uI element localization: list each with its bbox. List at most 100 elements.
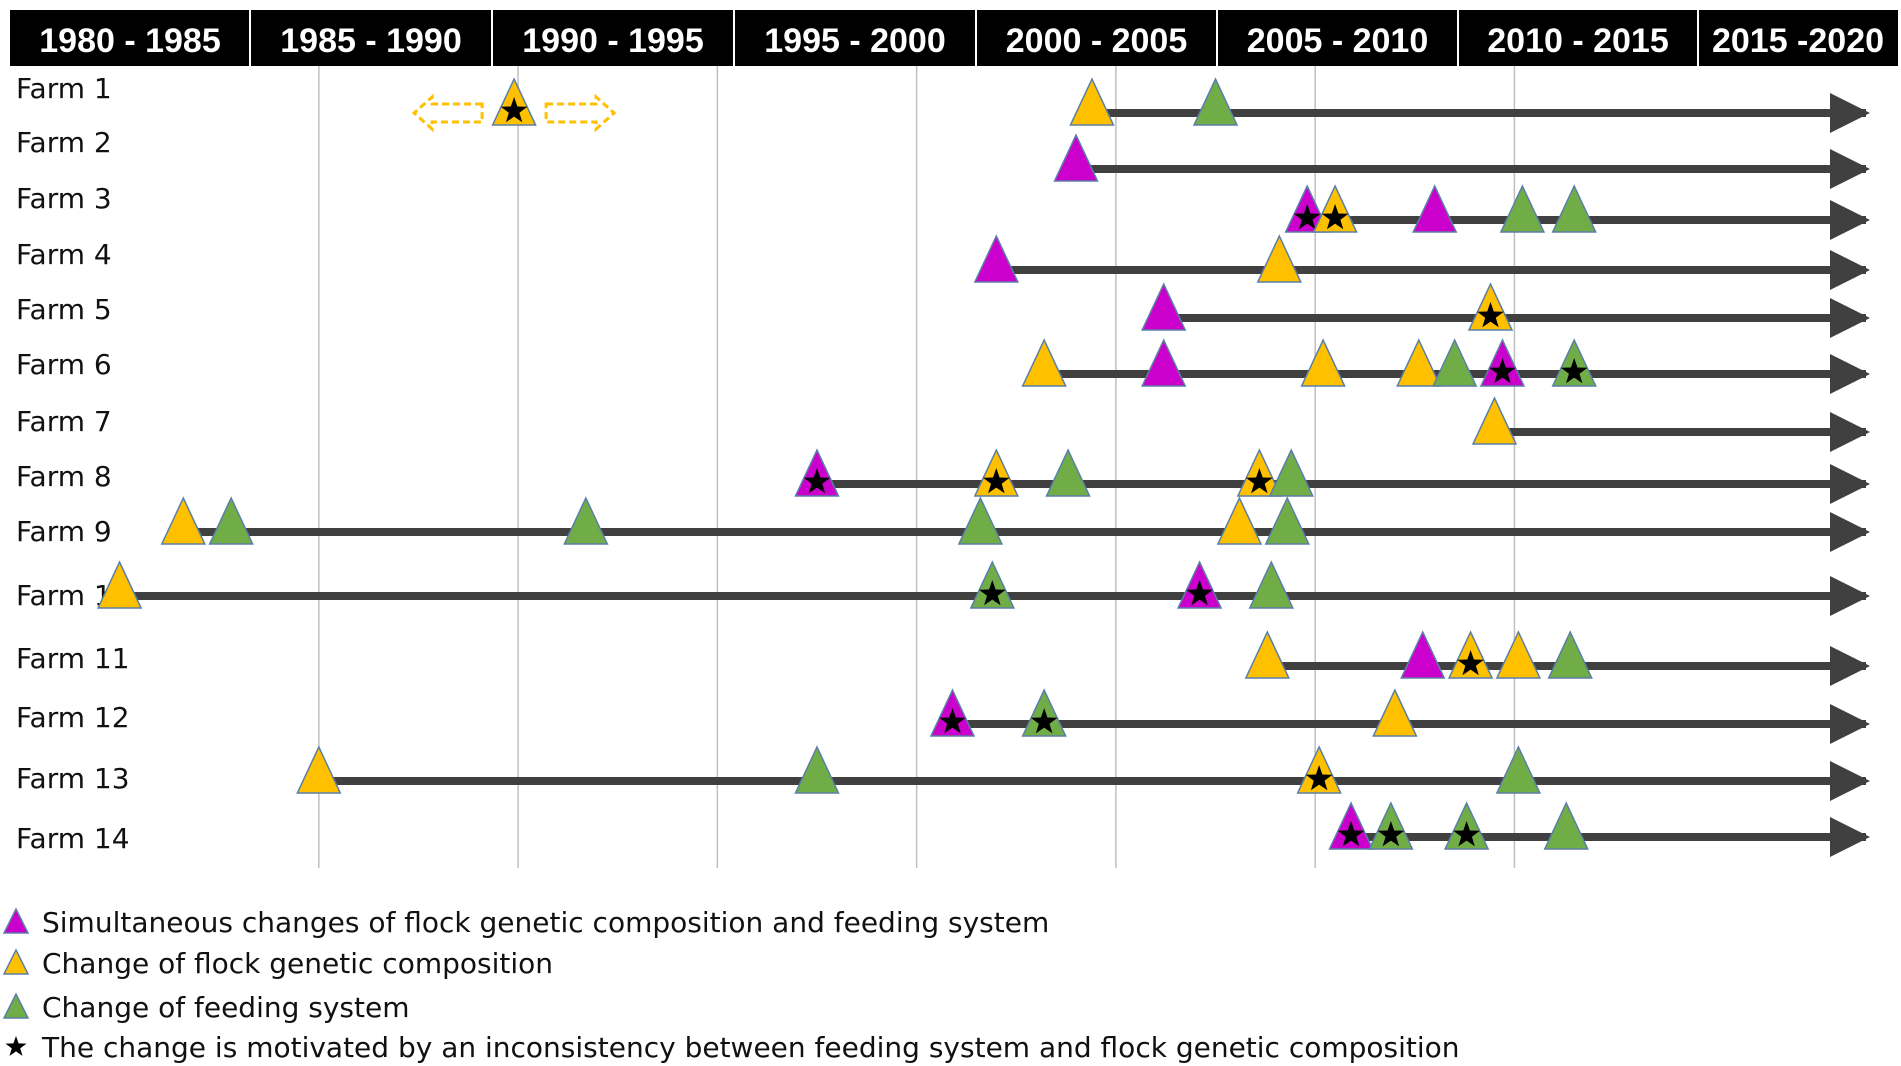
change-event [1479, 338, 1526, 387]
genetic-change-triangle [160, 496, 207, 545]
motivation-star-icon [983, 468, 1010, 494]
feeding-change-triangle [1248, 560, 1294, 609]
farm-labels: Farm 1 Farm 2 Farm 3 Farm 4 Farm 5 Farm 6 Farm… [16, 72, 130, 855]
change-event [969, 560, 1016, 609]
change-event [1248, 560, 1294, 609]
motivation-star-icon [500, 97, 528, 123]
change-event [1021, 338, 1067, 387]
farm-label: Farm 1 [16, 72, 112, 105]
motivation-star-icon [1560, 358, 1588, 384]
period-label: 1980 - 1985 [39, 22, 221, 60]
legend-item: Change of feeding system [2, 991, 410, 1024]
change-event [1495, 745, 1542, 794]
simultaneous-change-triangle [1141, 338, 1187, 387]
legend-item: Change of flock genetic composition [2, 947, 553, 980]
motivation-star-icon [1321, 204, 1349, 230]
change-event [794, 745, 840, 794]
uncertainty-left-arrow [411, 93, 484, 133]
change-event [411, 77, 617, 133]
feeding-change-triangle [1431, 338, 1478, 387]
motivation-star-icon [1453, 821, 1480, 847]
change-event [1216, 496, 1263, 545]
feeding-change-triangle [1543, 801, 1589, 850]
change-event [160, 496, 207, 545]
farm-label: Farm 12 [16, 701, 130, 734]
change-event [1176, 560, 1223, 609]
genetic-change-triangle [1300, 338, 1346, 387]
change-event [1045, 448, 1091, 497]
uncertainty-right-arrow [544, 93, 617, 133]
genetic-change-triangle [1021, 338, 1067, 387]
period-label: 1985 - 1990 [280, 22, 462, 60]
farm-label: Farm 5 [16, 293, 112, 326]
motivation-star-icon [1489, 358, 1516, 384]
legend-label: Simultaneous changes of flock genetic co… [42, 906, 1049, 939]
motivation-star-icon [1457, 650, 1484, 676]
genetic-change-triangle [1495, 630, 1542, 679]
change-event [1543, 801, 1589, 850]
change-event [208, 496, 254, 545]
genetic-change-triangle [1216, 496, 1263, 545]
farm-label: Farm 3 [16, 182, 112, 215]
change-event [1471, 396, 1518, 445]
change-event [973, 448, 1020, 497]
change-event [1192, 77, 1239, 126]
period-label: 2015 -2020 [1712, 22, 1884, 60]
feeding-change-triangle [1045, 448, 1091, 497]
motivation-star-icon [1337, 821, 1365, 847]
farm-label: Farm 2 [16, 126, 112, 159]
change-event [1499, 184, 1546, 233]
legend-item: The change is motivated by an inconsiste… [5, 1031, 1460, 1064]
motivation-star-icon [1305, 765, 1333, 791]
change-event [1069, 77, 1115, 126]
farm-label: Farm 11 [16, 642, 130, 675]
period-label: 2005 - 2010 [1247, 22, 1429, 60]
period-label: 2010 - 2015 [1487, 22, 1669, 60]
change-event [1400, 630, 1446, 679]
change-event [929, 688, 976, 737]
legend-label: Change of feeding system [42, 991, 410, 1024]
legend-simultaneous-triangle-icon [2, 907, 30, 934]
change-event [1328, 801, 1374, 850]
feeding-change-triangle [1547, 630, 1593, 679]
change-event [1368, 801, 1414, 850]
change-event [1447, 630, 1494, 679]
change-event [1141, 338, 1187, 387]
motivation-star-icon [1293, 204, 1321, 230]
simultaneous-change-triangle [973, 234, 1020, 283]
period-header: 1980 - 1985 1985 - 1990 1990 - 1995 1995 - … [10, 10, 1898, 66]
feeding-change-triangle [208, 496, 254, 545]
feeding-change-triangle [1268, 448, 1314, 497]
simultaneous-change-triangle [1053, 133, 1099, 182]
change-event [1256, 234, 1302, 283]
genetic-change-triangle [1069, 77, 1115, 126]
period-label: 1995 - 2000 [764, 22, 946, 60]
feeding-change-triangle [1495, 745, 1542, 794]
motivation-star-icon [803, 468, 831, 494]
genetic-change-triangle [1471, 396, 1518, 445]
legend: Simultaneous changes of flock genetic co… [2, 906, 1460, 1064]
motivation-star-icon [979, 580, 1006, 606]
simultaneous-change-triangle [1400, 630, 1446, 679]
genetic-change-triangle [1244, 630, 1291, 679]
genetic-change-triangle [1396, 338, 1442, 387]
change-event [296, 745, 342, 794]
change-event [1264, 496, 1310, 545]
motivation-star-icon [1030, 708, 1058, 734]
change-event [1021, 688, 1067, 737]
genetic-change-triangle [1256, 234, 1302, 283]
period-gridlines [318, 66, 1516, 868]
change-event [1372, 688, 1418, 737]
change-markers [96, 77, 1597, 850]
motivation-star-icon [1377, 821, 1405, 847]
farm-label: Farm 13 [16, 762, 130, 795]
motivation-star-icon [939, 708, 966, 734]
feeding-change-triangle [1551, 184, 1597, 233]
change-event [794, 448, 840, 497]
change-event [1467, 282, 1514, 331]
farm-label: Farm 14 [16, 822, 130, 855]
change-event [1547, 630, 1593, 679]
change-event [1396, 338, 1442, 387]
change-event [1495, 630, 1542, 679]
feeding-change-triangle [1264, 496, 1310, 545]
